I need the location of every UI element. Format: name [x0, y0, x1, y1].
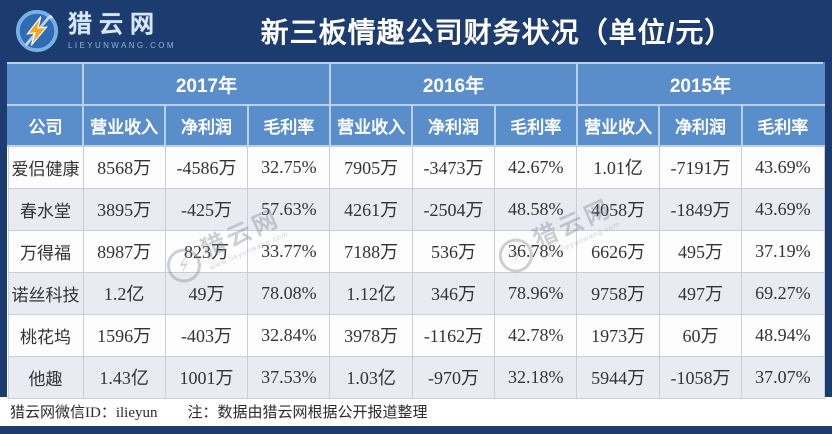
value-cell: 497万: [658, 271, 743, 315]
top-banner: 猎云网 LIEYUNWANG.COM 新三板情趣公司财务状况（单位/元）: [0, 0, 832, 62]
value-cell: 32.75%: [247, 145, 331, 189]
company-column-header: 公司: [7, 104, 84, 147]
value-cell: 37.19%: [741, 229, 825, 273]
year-header: 2016年: [328, 62, 578, 106]
value-cell: -4586万: [164, 145, 249, 189]
table-row: 万得福 8987万 823万 33.77% 7188万 536万 36.78% 6626万 49…: [7, 229, 825, 273]
footer-wechat-id: 猎云网微信ID：ilieyun: [10, 405, 158, 421]
year-header: 2015年: [575, 62, 826, 106]
logo-url: LIEYUNWANG.COM: [68, 40, 176, 50]
value-cell: 48.94%: [741, 313, 825, 357]
value-cell: 4058万: [576, 187, 660, 231]
year-header: 2017年: [82, 62, 331, 106]
metric-header: 营业收入: [575, 104, 661, 147]
logo-name: 猎云网: [68, 10, 161, 38]
value-cell: 48.58%: [494, 187, 578, 231]
company-name: 他趣: [7, 355, 84, 399]
value-cell: 1.03亿: [329, 355, 413, 399]
value-cell: -970万: [411, 355, 496, 399]
value-cell: -1058万: [658, 355, 743, 399]
company-name: 诺丝科技: [7, 271, 84, 315]
value-cell: -1849万: [658, 187, 743, 231]
value-cell: 1.43亿: [82, 355, 166, 399]
value-cell: 43.69%: [741, 145, 825, 189]
value-cell: 8987万: [82, 229, 166, 273]
company-name: 万得福: [7, 229, 84, 273]
value-cell: 42.67%: [494, 145, 578, 189]
metric-header: 毛利率: [493, 104, 578, 147]
value-cell: -1162万: [411, 313, 496, 357]
value-cell: -403万: [164, 313, 249, 357]
value-cell: 536万: [411, 229, 496, 273]
value-cell: 78.08%: [247, 271, 331, 315]
value-cell: 1.01亿: [576, 145, 660, 189]
financials-table: 2017年 2016年 2015年 公司 营业收入 净利润 毛利率 营业收入 净利润 毛利率 营业收…: [7, 62, 826, 399]
lieyun-logo: 猎云网 LIEYUNWANG.COM: [14, 8, 176, 54]
value-cell: -2504万: [411, 187, 496, 231]
value-cell: -3473万: [411, 145, 496, 189]
value-cell: 3978万: [329, 313, 413, 357]
company-name: 爱侣健康: [7, 145, 84, 189]
lieyun-logo-text: 猎云网 LIEYUNWANG.COM: [68, 10, 176, 50]
value-cell: 7188万: [329, 229, 413, 273]
value-cell: 5944万: [576, 355, 660, 399]
company-name: 桃花坞: [7, 313, 84, 357]
value-cell: 32.84%: [247, 313, 331, 357]
value-cell: 43.69%: [741, 187, 825, 231]
table-row: 诺丝科技 1.2亿 49万 78.08% 1.12亿 346万 78.96% 9758万 497…: [7, 271, 825, 315]
table-zone: 2017年 2016年 2015年 公司 营业收入 净利润 毛利率 营业收入 净利润 毛利率 营业收…: [7, 62, 826, 399]
value-cell: 1596万: [82, 313, 166, 357]
metric-header: 净利润: [164, 104, 249, 147]
metric-header: 净利润: [411, 104, 496, 147]
value-cell: 823万: [164, 229, 249, 273]
value-cell: 6626万: [576, 229, 660, 273]
value-cell: 8568万: [82, 145, 166, 189]
value-cell: 346万: [411, 271, 496, 315]
metric-header: 毛利率: [740, 104, 826, 147]
company-name: 春水堂: [7, 187, 84, 231]
metric-header: 毛利率: [246, 104, 331, 147]
page-title: 新三板情趣公司财务状况（单位/元）: [260, 17, 734, 48]
table-row: 桃花坞 1596万 -403万 32.84% 3978万 -1162万 42.78% 1973…: [7, 313, 825, 357]
value-cell: 3895万: [82, 187, 166, 231]
value-cell: 49万: [164, 271, 249, 315]
value-cell: 1001万: [164, 355, 249, 399]
footer-note: 注：数据由猎云网根据公开报道整理: [187, 405, 428, 421]
value-cell: 9758万: [576, 271, 660, 315]
table-body: 爱侣健康 8568万 -4586万 32.75% 7905万 -3473万 42.67% 1.…: [7, 145, 825, 399]
value-cell: 1.2亿: [82, 271, 166, 315]
table-head: 2017年 2016年 2015年 公司 营业收入 净利润 毛利率 营业收入 净利润 毛利率 营业收…: [7, 62, 826, 147]
metric-header: 营业收入: [328, 104, 414, 147]
bottom-border: [0, 426, 832, 434]
footer-bar: 猎云网微信ID：ilieyun 注：数据由猎云网根据公开报道整理: [0, 397, 832, 426]
value-cell: 4261万: [329, 187, 413, 231]
table-row: 春水堂 3895万 -425万 57.63% 4261万 -2504万 48.58% 4058…: [7, 187, 825, 231]
value-cell: 42.78%: [494, 313, 578, 357]
value-cell: 37.53%: [247, 355, 331, 399]
value-cell: 60万: [658, 313, 743, 357]
lieyun-logo-icon: [15, 9, 59, 53]
value-cell: -7191万: [658, 145, 743, 189]
value-cell: 37.07%: [741, 355, 825, 399]
metric-header: 净利润: [658, 104, 743, 147]
table-row: 他趣 1.43亿 1001万 37.53% 1.03亿 -970万 32.18% 5944万 -…: [7, 355, 825, 399]
value-cell: 495万: [658, 229, 743, 273]
value-cell: 33.77%: [247, 229, 331, 273]
value-cell: -425万: [164, 187, 249, 231]
value-cell: 32.18%: [494, 355, 578, 399]
value-cell: 36.78%: [494, 229, 578, 273]
value-cell: 78.96%: [494, 271, 578, 315]
table-row: 爱侣健康 8568万 -4586万 32.75% 7905万 -3473万 42.67% 1.…: [7, 145, 825, 189]
corner-cell: [7, 62, 84, 106]
value-cell: 57.63%: [247, 187, 331, 231]
value-cell: 1973万: [576, 313, 660, 357]
metric-header: 营业收入: [81, 104, 167, 147]
value-cell: 69.27%: [741, 271, 825, 315]
value-cell: 1.12亿: [329, 271, 413, 315]
value-cell: 7905万: [329, 145, 413, 189]
banner-title-wrap: 新三板情趣公司财务状况（单位/元）: [176, 11, 818, 51]
